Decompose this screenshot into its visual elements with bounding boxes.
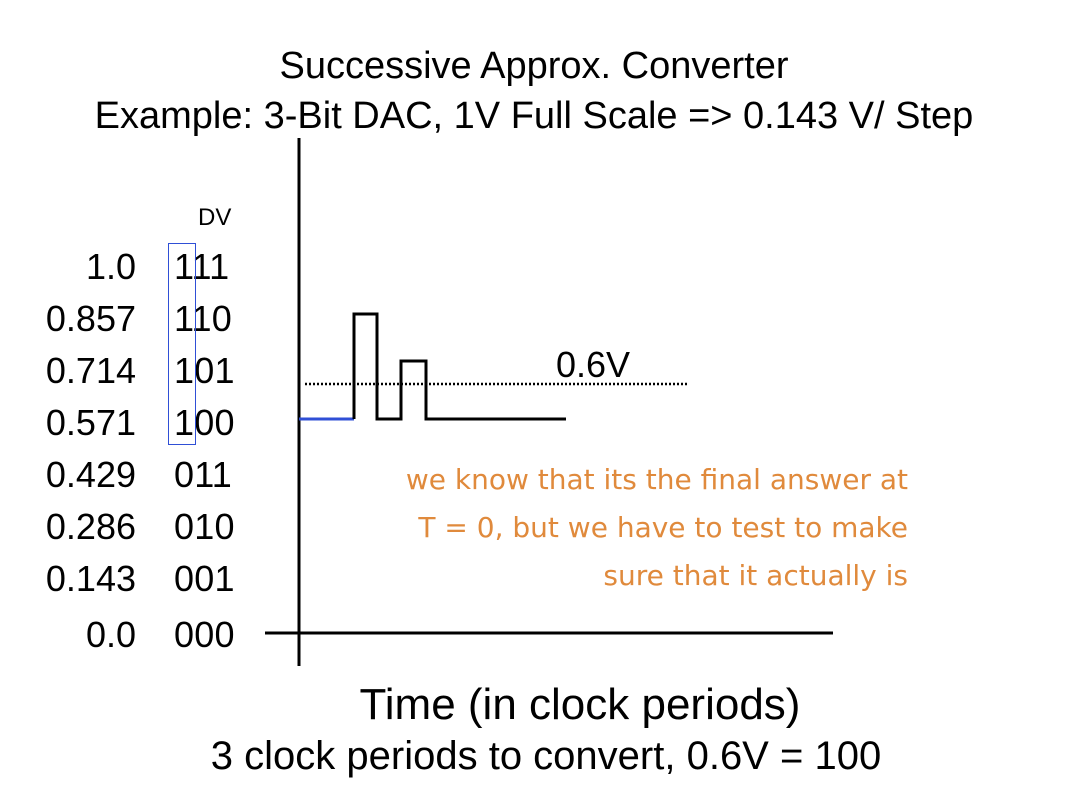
voltage-label-0-143: 0.143 [45, 558, 136, 599]
voltage-label-0-714: 0.714 [45, 350, 136, 391]
annotation-line-3: sure that it actually is [603, 559, 908, 592]
voltage-label-0-429: 0.429 [45, 454, 136, 495]
dv-heading: DV [198, 204, 232, 231]
annotation-line-1: we know that its the final answer at [405, 463, 908, 496]
annotation-line-2: T = 0, but we have to test to make [418, 511, 908, 544]
voltage-label-1-0: 1.0 [85, 246, 136, 287]
code-label-110: 110 [174, 298, 232, 339]
dac-output-waveform [352, 312, 566, 421]
title-line-1: Successive Approx. Converter [279, 45, 789, 87]
x-axis-label: Time (in clock periods) [359, 680, 801, 729]
code-label-100: 100 [174, 402, 235, 443]
title-line-2: Example: 3-Bit DAC, 1V Full Scale => 0.1… [94, 95, 974, 137]
threshold-label: 0.6V [556, 344, 631, 385]
voltage-label-0-571: 0.571 [45, 402, 136, 443]
caption: 3 clock periods to convert, 0.6V = 100 [210, 734, 882, 778]
code-label-001: 001 [174, 558, 235, 599]
voltage-label-0-857: 0.857 [45, 298, 136, 339]
msb-highlight-box [168, 243, 196, 445]
annotation-note: we know that its the final answer at T =… [300, 456, 908, 600]
voltage-label-0-286: 0.286 [45, 506, 136, 547]
code-label-000: 000 [174, 614, 235, 655]
code-label-101: 101 [174, 350, 235, 391]
code-label-010: 010 [174, 506, 235, 547]
voltage-label-0-0: 0.0 [85, 614, 136, 655]
code-label-111: 111 [174, 246, 230, 287]
code-label-011: 011 [174, 454, 232, 495]
